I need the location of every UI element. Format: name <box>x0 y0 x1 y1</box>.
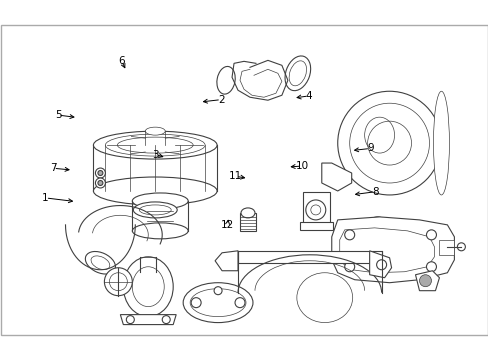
Ellipse shape <box>183 283 252 323</box>
Text: 12: 12 <box>221 220 234 230</box>
Polygon shape <box>415 271 439 291</box>
Circle shape <box>374 224 380 230</box>
Circle shape <box>95 168 105 178</box>
Text: 11: 11 <box>229 171 242 181</box>
Polygon shape <box>339 228 433 273</box>
Polygon shape <box>120 315 176 325</box>
Ellipse shape <box>337 91 441 195</box>
Text: 9: 9 <box>366 144 373 153</box>
Circle shape <box>344 262 354 272</box>
Circle shape <box>376 260 386 270</box>
Polygon shape <box>299 222 332 230</box>
Text: 7: 7 <box>50 163 57 173</box>
Text: 3: 3 <box>152 150 159 159</box>
Circle shape <box>98 180 102 185</box>
Circle shape <box>344 230 354 240</box>
Circle shape <box>126 316 134 324</box>
Ellipse shape <box>105 134 204 156</box>
Circle shape <box>456 243 465 251</box>
Polygon shape <box>331 217 453 283</box>
Polygon shape <box>321 163 351 191</box>
Ellipse shape <box>217 67 235 94</box>
Circle shape <box>95 178 105 188</box>
Circle shape <box>191 298 201 308</box>
Circle shape <box>419 275 430 287</box>
Polygon shape <box>215 251 238 271</box>
Text: 10: 10 <box>295 161 308 171</box>
Text: 5: 5 <box>55 110 61 120</box>
Ellipse shape <box>93 131 217 159</box>
Circle shape <box>367 217 387 237</box>
Circle shape <box>162 316 170 324</box>
Circle shape <box>214 287 222 295</box>
Ellipse shape <box>132 193 188 209</box>
Ellipse shape <box>85 252 115 274</box>
Ellipse shape <box>104 268 132 296</box>
Text: 8: 8 <box>371 187 378 197</box>
Polygon shape <box>369 251 391 278</box>
Ellipse shape <box>145 127 165 135</box>
Circle shape <box>305 200 325 220</box>
Ellipse shape <box>285 56 310 91</box>
Ellipse shape <box>123 257 173 316</box>
Ellipse shape <box>432 91 448 195</box>
Ellipse shape <box>133 202 177 218</box>
Text: 1: 1 <box>42 193 49 203</box>
Circle shape <box>426 262 436 272</box>
Circle shape <box>98 171 102 176</box>
Circle shape <box>426 230 436 240</box>
Polygon shape <box>302 192 329 228</box>
Text: 2: 2 <box>217 95 224 105</box>
Text: 4: 4 <box>305 91 311 101</box>
Polygon shape <box>240 213 255 231</box>
Polygon shape <box>238 251 381 263</box>
Circle shape <box>235 298 244 308</box>
Polygon shape <box>439 240 453 255</box>
Ellipse shape <box>241 208 254 218</box>
Text: 6: 6 <box>118 56 124 66</box>
